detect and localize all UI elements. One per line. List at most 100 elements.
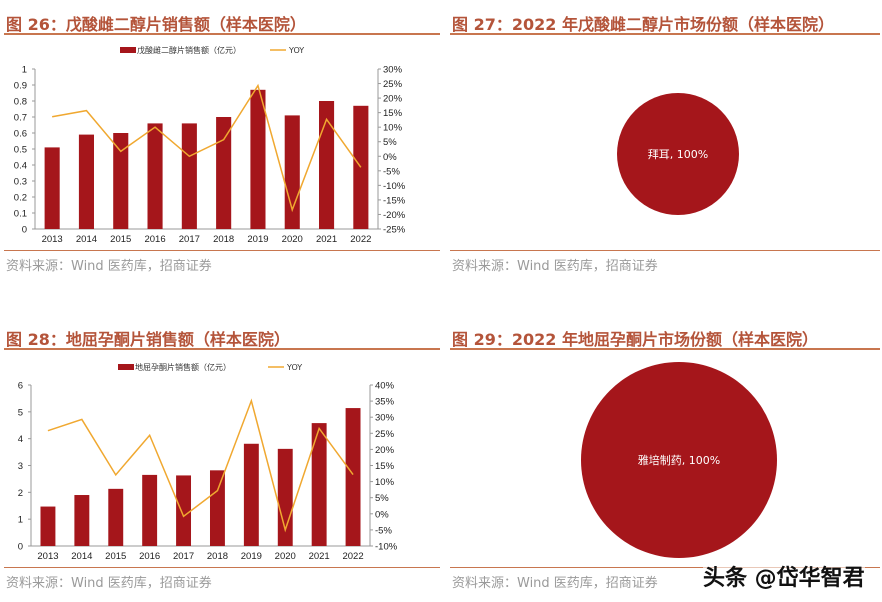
right-tick-label: -10% <box>383 181 406 192</box>
title-rule <box>450 348 880 350</box>
bar-2013 <box>40 506 56 546</box>
left-tick-label: 0.6 <box>14 129 27 140</box>
bar-2018 <box>209 470 225 546</box>
source-note: 资料来源：Wind 医药库，招商证券 <box>452 576 658 591</box>
right-tick-label: 10% <box>375 477 395 488</box>
source-rule <box>4 567 440 568</box>
right-tick-label: 20% <box>375 445 395 456</box>
source-rule <box>450 250 880 251</box>
left-tick-label: 4 <box>18 434 23 445</box>
title-rule <box>450 33 880 35</box>
bar-2015 <box>113 133 129 229</box>
yoy-line <box>52 83 362 213</box>
x-tick-label: 2016 <box>144 234 165 245</box>
figure-28-title: 图 28：地屈孕酮片销售额（样本医院） <box>6 330 290 349</box>
right-tick-label: 25% <box>383 79 403 90</box>
right-tick-label: 5% <box>375 493 389 504</box>
left-tick-label: 0 <box>22 225 27 236</box>
right-tick-label: 20% <box>383 94 403 105</box>
watermark: 头条 @岱华智君 <box>703 560 865 592</box>
source-note: 资料来源：Wind 医药库，招商证券 <box>6 576 212 591</box>
left-tick-label: 0.8 <box>14 97 27 108</box>
bar-2016 <box>147 123 163 229</box>
left-tick-label: 0.1 <box>14 209 27 220</box>
title-rule <box>4 33 440 35</box>
pie-slice <box>581 362 777 558</box>
pie-slice-label: 拜耳, 100% <box>648 148 708 161</box>
pie-slice-label: 雅培制药, 100% <box>638 453 720 467</box>
left-tick-label: 5 <box>18 407 23 418</box>
yoy-line <box>47 398 354 533</box>
bar-2015 <box>108 488 124 546</box>
right-tick-label: 30% <box>375 413 395 424</box>
right-tick-label: 5% <box>383 137 397 148</box>
x-tick-label: 2016 <box>139 551 160 562</box>
bar-2020 <box>277 448 293 546</box>
x-tick-label: 2019 <box>241 551 262 562</box>
pie-slice <box>617 93 739 215</box>
x-tick-label: 2018 <box>213 234 234 245</box>
bar-2019 <box>243 443 259 546</box>
right-tick-label: -15% <box>383 195 406 206</box>
figure-27-title: 图 27：2022 年戊酸雌二醇片市场份额（样本医院） <box>452 15 834 34</box>
left-tick-label: 2 <box>18 488 23 499</box>
right-tick-label: -5% <box>383 166 400 177</box>
x-tick-label: 2014 <box>76 234 97 245</box>
x-tick-label: 2022 <box>342 551 363 562</box>
figure-26-title: 图 26：戊酸雌二醇片销售额（样本医院） <box>6 15 306 34</box>
left-tick-label: 0.9 <box>14 81 27 92</box>
figure-29-title: 图 29：2022 年地屈孕酮片市场份额（样本医院） <box>452 330 818 349</box>
x-tick-label: 2021 <box>316 234 337 245</box>
x-tick-label: 2022 <box>350 234 371 245</box>
left-tick-label: 6 <box>18 381 23 392</box>
right-tick-label: 35% <box>375 397 395 408</box>
bar-2013 <box>44 147 60 229</box>
bar-2014 <box>74 495 90 546</box>
x-tick-label: 2021 <box>309 551 330 562</box>
right-tick-label: 30% <box>383 65 403 76</box>
right-tick-label: -10% <box>375 542 398 553</box>
x-tick-label: 2020 <box>282 234 303 245</box>
right-tick-label: 15% <box>375 461 395 472</box>
left-tick-label: 1 <box>22 65 27 76</box>
bar-2020 <box>284 115 300 229</box>
bar-2018 <box>216 117 232 229</box>
right-tick-label: -20% <box>383 210 406 221</box>
bar-2019 <box>250 89 266 229</box>
source-rule <box>450 567 880 568</box>
x-tick-label: 2017 <box>179 234 200 245</box>
bar-2022 <box>345 408 361 546</box>
x-tick-label: 2013 <box>42 234 63 245</box>
x-tick-label: 2013 <box>37 551 58 562</box>
bar-2017 <box>181 123 197 229</box>
legend-line-label: YOY <box>286 363 302 372</box>
bar-2017 <box>176 475 192 546</box>
bar-2014 <box>78 134 94 229</box>
right-tick-label: -25% <box>383 225 406 236</box>
left-tick-label: 0.4 <box>14 161 27 172</box>
left-tick-label: 1 <box>18 515 23 526</box>
right-tick-label: 0% <box>375 509 389 520</box>
left-tick-label: 0.5 <box>14 145 27 156</box>
right-tick-label: 15% <box>383 108 403 119</box>
left-tick-label: 0.3 <box>14 177 27 188</box>
x-tick-label: 2020 <box>275 551 296 562</box>
x-tick-label: 2015 <box>105 551 126 562</box>
bar-2021 <box>319 101 335 229</box>
x-tick-label: 2015 <box>110 234 131 245</box>
right-tick-label: 40% <box>375 381 395 392</box>
x-tick-label: 2018 <box>207 551 228 562</box>
right-tick-label: 0% <box>383 152 397 163</box>
right-tick-label: 25% <box>375 429 395 440</box>
legend-bar-swatch <box>120 47 136 53</box>
legend-bar-label: 地屈孕酮片销售额（亿元） <box>135 362 231 372</box>
right-tick-label: 10% <box>383 123 403 134</box>
left-tick-label: 0 <box>18 542 23 553</box>
source-note: 资料来源：Wind 医药库，招商证券 <box>6 259 212 274</box>
legend-bar-swatch <box>118 364 134 370</box>
legend-line-label: YOY <box>288 46 304 55</box>
right-tick-label: -5% <box>375 525 392 536</box>
x-tick-label: 2014 <box>71 551 92 562</box>
bar-2021 <box>311 423 327 546</box>
